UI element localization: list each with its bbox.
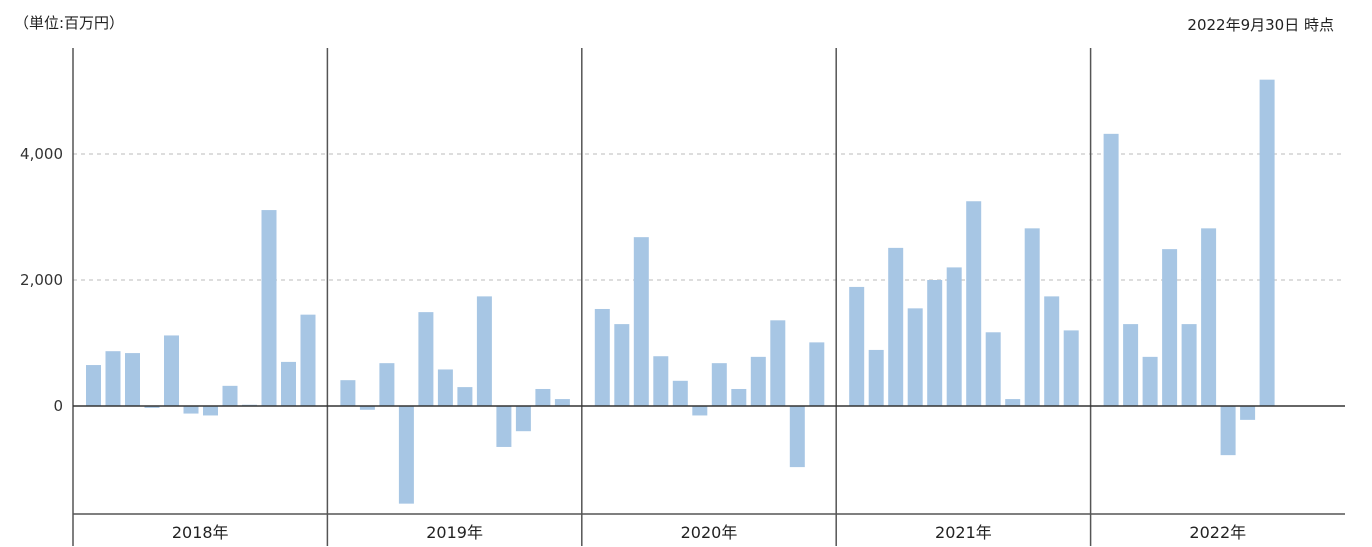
bar xyxy=(653,356,669,406)
bar xyxy=(1103,133,1119,406)
bar xyxy=(946,267,962,406)
bar xyxy=(222,385,238,406)
bar xyxy=(281,361,296,406)
bar xyxy=(340,380,356,406)
bar xyxy=(985,332,1001,406)
bar xyxy=(750,356,766,406)
as-of-date: 2022年9月30日 時点 xyxy=(1187,16,1334,34)
bar xyxy=(692,406,708,416)
bar xyxy=(849,286,865,406)
bar xyxy=(1220,406,1236,456)
bar xyxy=(203,406,218,416)
bar xyxy=(125,353,140,406)
bar xyxy=(1063,330,1079,406)
year-label: 2021年 xyxy=(935,523,992,542)
bar xyxy=(770,320,786,406)
bar xyxy=(1044,296,1060,406)
bar xyxy=(1142,356,1158,406)
bar xyxy=(711,363,727,406)
bar xyxy=(144,406,160,408)
bar xyxy=(594,308,610,406)
bar xyxy=(261,210,277,406)
unit-label: （単位:百万円） xyxy=(14,14,125,32)
bar xyxy=(418,312,434,406)
bar xyxy=(789,406,805,468)
year-label: 2019年 xyxy=(426,523,483,542)
y-tick-label: 4,000 xyxy=(20,145,63,163)
bar xyxy=(398,406,414,504)
bar xyxy=(496,406,512,447)
year-label: 2020年 xyxy=(681,523,738,542)
year-label: 2022年 xyxy=(1189,523,1246,542)
bar xyxy=(1240,406,1256,420)
bar xyxy=(105,351,121,406)
bar xyxy=(164,335,179,406)
bar xyxy=(300,314,316,406)
bar xyxy=(457,387,473,406)
bar xyxy=(1123,324,1139,406)
bar xyxy=(1201,228,1217,406)
bar xyxy=(1259,79,1275,406)
bar xyxy=(379,363,395,406)
y-tick-label: 0 xyxy=(53,397,63,415)
bar xyxy=(927,280,943,406)
bar xyxy=(1181,324,1197,406)
bar xyxy=(535,388,551,406)
bar xyxy=(554,399,570,406)
bar xyxy=(437,369,453,406)
bar xyxy=(515,406,531,432)
bar xyxy=(476,296,492,406)
bar xyxy=(966,201,982,406)
bar xyxy=(809,342,825,406)
bar xyxy=(1024,228,1040,406)
year-label: 2018年 xyxy=(172,523,229,542)
bar xyxy=(907,308,923,406)
bar xyxy=(731,388,747,406)
bar xyxy=(1162,249,1178,406)
bar xyxy=(868,349,884,406)
bar xyxy=(633,237,649,406)
bar xyxy=(672,380,688,406)
y-tick-label: 2,000 xyxy=(20,271,63,289)
bar xyxy=(359,406,375,410)
bar xyxy=(86,365,101,406)
bar xyxy=(183,406,199,414)
bar xyxy=(1005,399,1021,406)
bar xyxy=(888,247,904,406)
bar xyxy=(614,324,630,406)
